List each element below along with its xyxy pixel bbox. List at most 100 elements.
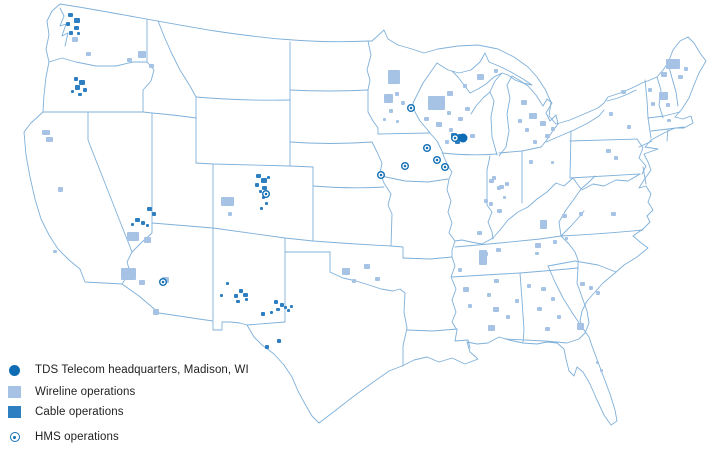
wireline-patch	[527, 284, 531, 288]
legend: TDS Telecom headquarters, Madison, WI Wi…	[7, 363, 307, 443]
wireline-patch	[58, 187, 63, 192]
hms-marker-dot	[161, 280, 165, 284]
wireline-patch	[611, 212, 616, 216]
wireline-patch	[506, 315, 510, 319]
wireline-patch	[589, 286, 593, 290]
wireline-patch	[127, 58, 132, 62]
wireline-patch	[153, 309, 159, 315]
wireline-patch	[551, 297, 555, 301]
cable-patch	[135, 218, 140, 222]
wireline-patch	[121, 268, 136, 280]
cable-patch	[83, 88, 87, 92]
legend-item-wireline: Wireline operations	[7, 385, 307, 398]
wireline-patch	[375, 277, 380, 281]
cable-patch	[75, 85, 80, 90]
cable-patch	[276, 308, 280, 311]
wireline-layer	[42, 37, 688, 372]
cable-patch	[141, 221, 145, 225]
state-borders	[23, 3, 707, 426]
hms-marker-dot	[379, 173, 383, 177]
wireline-patch	[458, 117, 463, 121]
cable-patch	[74, 18, 80, 23]
wireline-patch	[468, 304, 472, 308]
cable-patch	[261, 312, 265, 316]
wireline-patch	[537, 307, 542, 311]
wireline-patch	[424, 117, 429, 121]
legend-label-headquarters: TDS Telecom headquarters, Madison, WI	[35, 364, 249, 376]
wireline-patch	[553, 240, 557, 244]
wireline-patch	[42, 130, 50, 135]
wireline-patch	[557, 315, 561, 319]
wireline-patch	[666, 103, 670, 107]
cable-patch	[284, 306, 287, 309]
wireline-patch	[458, 268, 462, 272]
wireline-patch	[488, 325, 495, 331]
wireline-patch	[678, 75, 683, 79]
cable-patch	[265, 345, 269, 349]
wireline-patch	[659, 92, 668, 100]
cable-patch	[239, 289, 243, 293]
cable-patch	[77, 32, 80, 35]
wireline-patch	[577, 323, 584, 330]
cable-patch	[69, 31, 73, 35]
cable-patch	[74, 26, 79, 30]
hms-marker-dot	[443, 165, 447, 169]
wireline-patch	[395, 92, 399, 96]
cable-patch	[74, 77, 78, 81]
wireline-patch	[529, 160, 533, 164]
wireline-patch	[667, 119, 671, 122]
wireline-patch	[72, 37, 78, 42]
wireline-patch	[428, 96, 445, 110]
wireline-patch	[138, 51, 146, 58]
cable-patch	[261, 178, 267, 183]
hms-marker-dot	[453, 136, 457, 140]
cable-patch	[267, 176, 270, 179]
wireline-patch	[596, 291, 600, 295]
wireline-patch	[540, 220, 547, 229]
cable-patch	[280, 303, 284, 307]
hms-bullseye-icon	[7, 432, 22, 442]
cable-patch	[234, 294, 238, 298]
wireline-square-icon	[7, 385, 22, 398]
wireline-patch	[492, 176, 496, 180]
hms-layer	[158, 103, 460, 287]
wireline-patch	[596, 361, 599, 364]
wireline-patch	[535, 252, 539, 255]
wireline-patch	[518, 119, 522, 123]
wireline-patch	[579, 212, 583, 216]
wireline-patch	[383, 118, 386, 121]
legend-item-hms: HMS operations	[7, 431, 307, 443]
cable-patch	[256, 174, 261, 178]
hms-marker-dot	[435, 158, 439, 162]
legend-item-cable: Cable operations	[7, 405, 307, 418]
wireline-patch	[580, 282, 585, 286]
wireline-patch	[505, 182, 509, 186]
wireline-patch	[666, 59, 680, 69]
wireline-patch	[648, 88, 652, 92]
wireline-patch	[342, 268, 350, 275]
legend-label-hms: HMS operations	[35, 431, 119, 443]
wireline-patch	[479, 250, 487, 265]
cable-patch	[260, 207, 263, 210]
wireline-patch	[477, 231, 482, 235]
hms-marker-dot	[409, 106, 413, 110]
wireline-patch	[533, 140, 537, 144]
headquarters-marker	[458, 133, 468, 143]
cable-patch	[277, 339, 281, 343]
headquarters-dot-icon	[7, 364, 22, 376]
cable-patch	[131, 223, 134, 226]
wireline-patch	[46, 137, 53, 142]
cable-patch	[243, 293, 248, 297]
wireline-patch	[545, 327, 550, 331]
cable-patch	[220, 294, 223, 297]
wireline-patch	[447, 111, 451, 115]
wireline-patch	[396, 120, 399, 123]
legend-label-cable: Cable operations	[35, 405, 124, 418]
cable-patch	[236, 300, 240, 303]
wireline-patch	[606, 149, 611, 153]
wireline-patch	[221, 197, 234, 206]
wireline-patch	[627, 125, 631, 129]
wireline-patch	[489, 202, 493, 206]
wireline-patch	[127, 232, 139, 241]
